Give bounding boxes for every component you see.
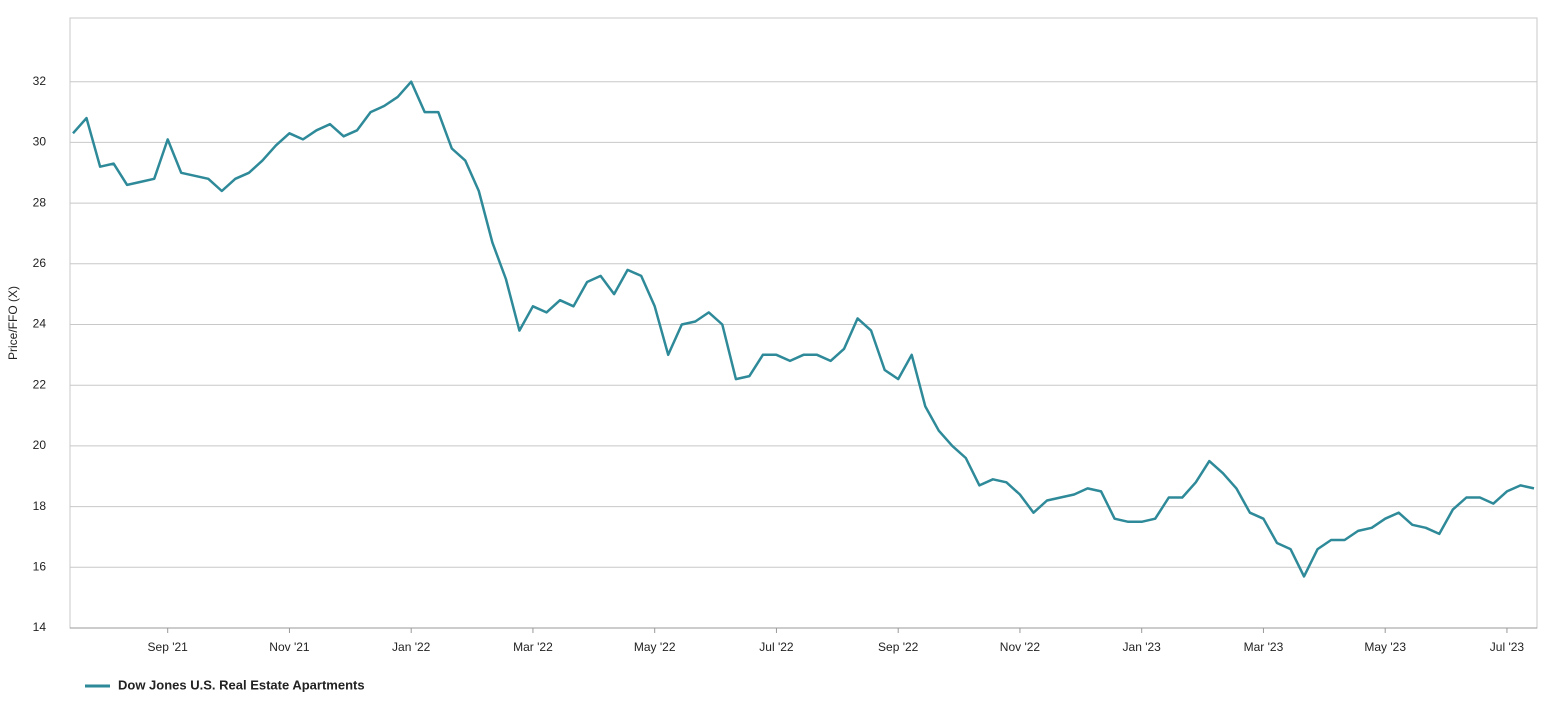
plot-frame (69, 17, 1538, 629)
y-tick-label: 30 (33, 135, 47, 149)
x-tick-label: May '23 (1364, 640, 1406, 654)
x-tick-label: Jul '23 (1490, 640, 1525, 654)
y-tick-label: 18 (33, 499, 47, 513)
x-tick-label: Sep '21 (148, 640, 189, 654)
y-tick-label: 16 (33, 559, 47, 573)
x-tick-label: Sep '22 (878, 640, 919, 654)
y-axis-label: Price/FFO (X) (6, 286, 20, 360)
x-tick-label: Jan '23 (1123, 640, 1162, 654)
y-tick-label: 14 (33, 620, 47, 634)
y-tick-label: 32 (33, 74, 47, 88)
series-line (72, 80, 1535, 578)
x-tick-label: Nov '21 (269, 640, 310, 654)
y-tick-label: 24 (33, 317, 47, 331)
y-tick-label: 22 (33, 377, 47, 391)
x-tick-label: Mar '22 (513, 640, 553, 654)
x-tick-label: May '22 (634, 640, 676, 654)
x-tick-label: Jan '22 (392, 640, 431, 654)
y-tick-label: 20 (33, 438, 47, 452)
y-tick-label: 26 (33, 256, 47, 270)
y-tick-label: 28 (33, 195, 47, 209)
x-tick-label: Nov '22 (1000, 640, 1041, 654)
x-tick-label: Jul '22 (759, 640, 794, 654)
legend-label: Dow Jones U.S. Real Estate Apartments (118, 677, 365, 692)
x-tick-label: Mar '23 (1244, 640, 1284, 654)
